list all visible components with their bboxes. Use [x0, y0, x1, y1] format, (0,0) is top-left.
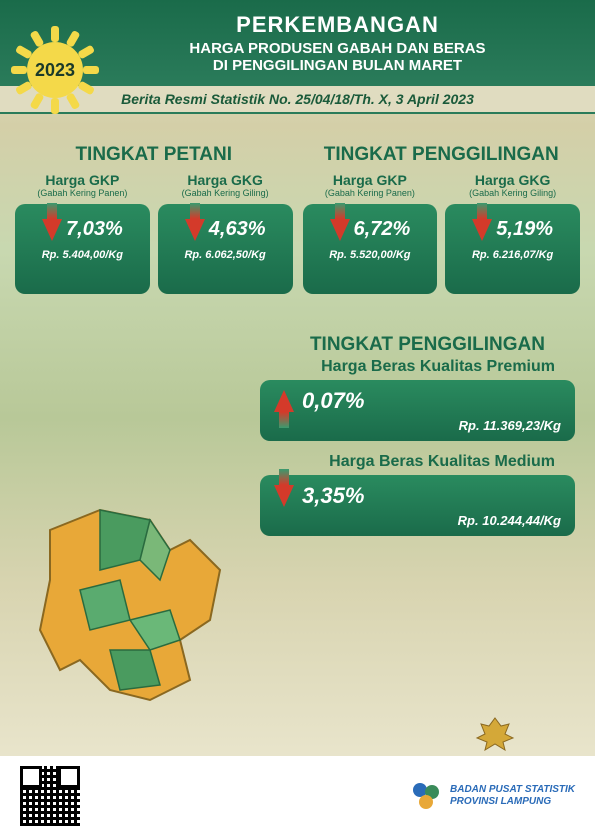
- penggilingan-gkp-card: 6,72% Rp. 5.520,00/Kg: [303, 204, 438, 294]
- beras-premium-label: Harga Beras Kualitas Premium: [0, 358, 575, 376]
- arrow-down-icon: [274, 485, 294, 507]
- arrow-down-icon: [472, 219, 492, 241]
- footer: BADAN PUSAT STATISTIK PROVINSI LAMPUNG: [0, 756, 595, 836]
- beras-medium-card: 3,35% Rp. 10.244,44/Kg: [260, 475, 575, 536]
- arrow-down-icon: [330, 219, 350, 241]
- petani-gkp-card: 7,03% Rp. 5.404,00/Kg: [15, 204, 150, 294]
- crest-icon: [475, 716, 515, 751]
- top-stats-row: TINGKAT PETANI Harga GKP (Gabah Kering P…: [0, 144, 595, 294]
- petani-gkp: Harga GKP (Gabah Kering Panen) 7,03% Rp.…: [15, 172, 150, 294]
- sun-badge: 2023: [15, 30, 95, 110]
- header-title1: PERKEMBANGAN: [100, 12, 575, 38]
- petani-column: TINGKAT PETANI Harga GKP (Gabah Kering P…: [15, 144, 293, 294]
- petani-gkg-card: 4,63% Rp. 6.062,50/Kg: [158, 204, 293, 294]
- bps-text: BADAN PUSAT STATISTIK PROVINSI LAMPUNG: [450, 784, 575, 808]
- arrow-down-icon: [185, 219, 205, 241]
- penggilingan-gkg-card: 5,19% Rp. 6.216,07/Kg: [445, 204, 580, 294]
- penggilingan-gkg: Harga GKG (Gabah Kering Giling) 5,19% Rp…: [445, 172, 580, 294]
- petani-title: TINGKAT PETANI: [15, 144, 293, 166]
- footer-right: BADAN PUSAT STATISTIK PROVINSI LAMPUNG: [410, 780, 575, 812]
- qr-code: [20, 766, 80, 826]
- header-title3: DI PENGGILINGAN BULAN MARET: [100, 57, 575, 74]
- arrow-up-icon: [274, 390, 294, 412]
- header-title2: HARGA PRODUSEN GABAH DAN BERAS: [100, 40, 575, 57]
- arrow-down-icon: [42, 219, 62, 241]
- penggilingan-gkp: Harga GKP (Gabah Kering Panen) 6,72% Rp.…: [303, 172, 438, 294]
- penggilingan-title: TINGKAT PENGGILINGAN: [303, 144, 581, 166]
- bps-logo-icon: [410, 780, 442, 812]
- penggilingan-column: TINGKAT PENGGILINGAN Harga GKP (Gabah Ke…: [303, 144, 581, 294]
- beras-premium-card: 0,07% Rp. 11.369,23/Kg: [260, 380, 575, 441]
- lampung-map: [20, 490, 250, 720]
- year-badge: 2023: [27, 42, 83, 98]
- petani-gkg: Harga GKG (Gabah Kering Giling) 4,63% Rp…: [158, 172, 293, 294]
- beras-title: TINGKAT PENGGILINGAN: [0, 334, 575, 356]
